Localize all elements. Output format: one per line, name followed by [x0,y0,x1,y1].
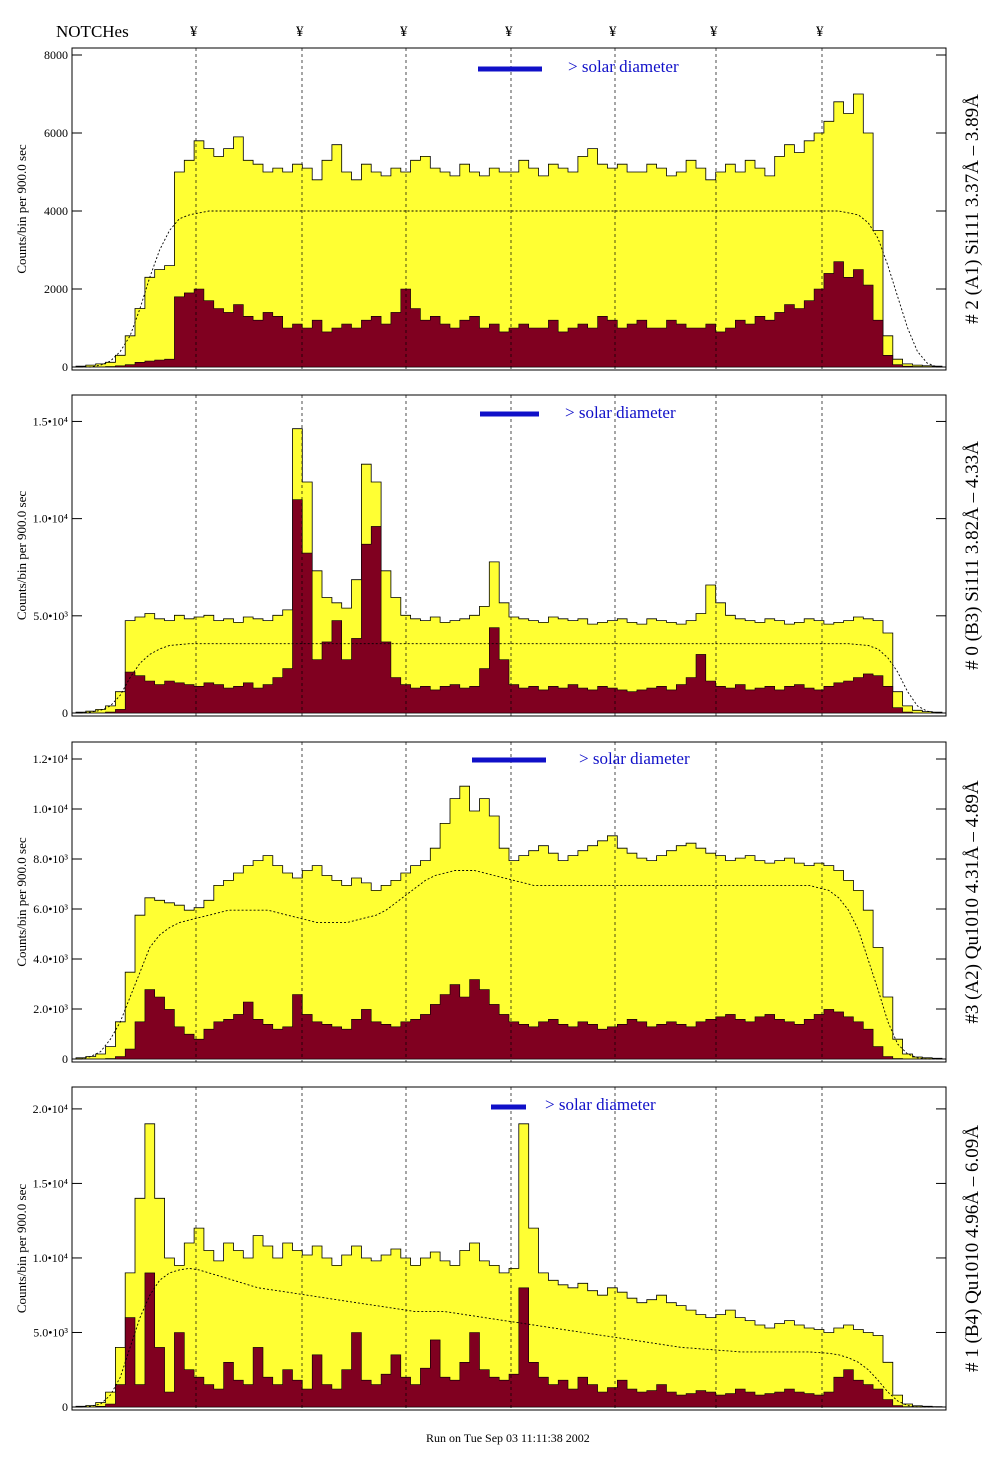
solar-diameter-label: > solar diameter [545,1095,656,1114]
chart-panel: 0 2000 4000 6000 8000 Counts/bin per 900.0 se… [14,47,983,374]
y-axis-label: Counts/bin per 900.0 sec [14,491,29,620]
y-tick-label: 1.0•10⁴ [33,802,68,816]
series-total-area [75,1123,943,1408]
y-tick-label: 0 [62,1052,68,1066]
notch-symbol: ¥ [710,24,718,40]
plot-frame [71,47,947,371]
y-tick-label: 8000 [44,48,68,62]
notch-symbol: ¥ [609,24,617,40]
notches-label: NOTCHes [56,22,129,41]
notch-symbol: ¥ [296,24,304,40]
y-tick-label: 6.0•10³ [33,902,68,916]
plot-frame [71,1086,947,1411]
plot-frame [71,394,947,717]
chart-panel: 0 5.0•10³ 1.0•10⁴ 1.5•10⁴ 2.0•10⁴ Counts/bin … [14,1086,983,1414]
series-subset-area [76,499,942,714]
series-subset-area [76,1272,942,1408]
y-tick-label: 4.0•10³ [33,952,68,966]
chart-panel: 0 2.0•10³ 4.0•10³ 6.0•10³ 8.0•10³ 1.0•10⁴ 1.2•… [14,741,983,1066]
notch-symbol: ¥ [505,24,513,40]
y-axis-label: Counts/bin per 900.0 sec [14,837,29,966]
y-tick-label: 2.0•10³ [33,1002,68,1016]
y-axis-label: Counts/bin per 900.0 sec [14,1184,29,1313]
y-tick-label: 2.0•10⁴ [33,1102,68,1116]
chart-panels: 0 2000 4000 6000 8000 Counts/bin per 900.0 se… [14,47,983,1414]
y-tick-label: 5.0•10³ [33,1325,68,1339]
y-tick-label: 4000 [44,204,68,218]
panel-title: # 1 (B4) Qu1010 4.96Å – 6.09Å [962,1125,983,1372]
y-tick-label: 1.0•10⁴ [33,1251,68,1265]
series-model-curve [80,1267,938,1408]
series-model-curve [80,870,938,1060]
solar-diameter-label: > solar diameter [568,57,679,76]
y-tick-label: 1.0•10⁴ [33,512,68,526]
y-tick-label: 1.5•10⁴ [33,414,68,428]
series-subset-area [76,261,942,368]
y-tick-label: 0 [62,706,68,720]
y-tick-label: 6000 [44,126,68,140]
y-tick-label: 5.0•10³ [33,609,68,623]
y-tick-label: 0 [62,360,68,374]
y-tick-label: 1.2•10⁴ [33,752,68,766]
y-tick-label: 8.0•10³ [33,852,68,866]
y-tick-label: 2000 [44,282,68,296]
y-tick-label: 0 [62,1400,68,1414]
run-timestamp: Run on Tue Sep 03 11:11:38 2002 [426,1431,590,1445]
notch-symbol: ¥ [816,24,824,40]
series-model-curve [80,643,938,714]
solar-diameter-label: > solar diameter [579,749,690,768]
plot-frame [71,741,947,1063]
series-total-area [75,93,943,368]
y-axis-label: Counts/bin per 900.0 sec [14,144,29,273]
notch-symbol: ¥ [400,24,408,40]
series-model-curve [80,210,938,368]
notch-marks: ¥ ¥ ¥ ¥ ¥ ¥ ¥ [190,24,824,40]
solar-diameter-label: > solar diameter [565,403,676,422]
chart-panel: 0 5.0•10³ 1.0•10⁴ 1.5•10⁴ Counts/bin per 900… [14,394,983,720]
y-tick-label: 1.5•10⁴ [33,1176,68,1190]
panel-title: # 0 (B3) Si111 3.82Å – 4.33Å [962,441,983,670]
series-total-area [75,785,943,1060]
panel-title: # 2 (A1) Si111 3.37Å – 3.89Å [962,94,983,324]
notch-symbol: ¥ [190,24,198,40]
panel-title: #3 (A2) Qu1010 4.31Å – 4.89Å [962,780,983,1024]
series-subset-area [76,979,942,1060]
